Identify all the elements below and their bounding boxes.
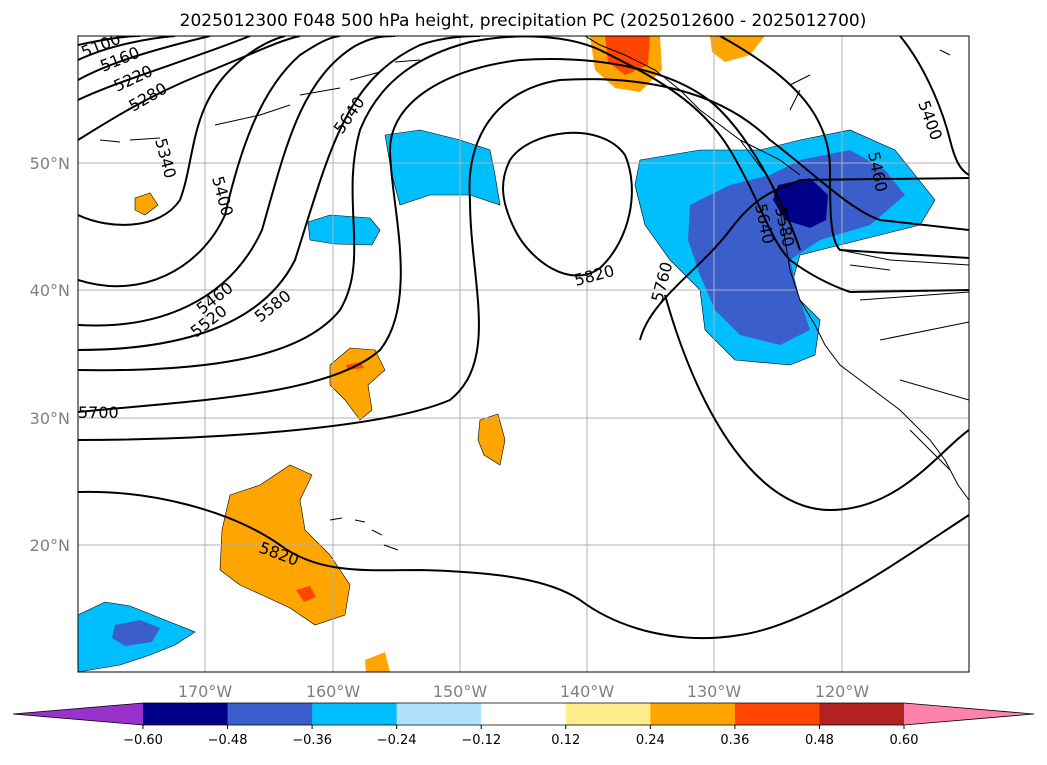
lon-tick-label: 170°W <box>178 682 233 701</box>
colorbar-tick-label: −0.36 <box>292 733 332 748</box>
precip-fills <box>78 36 936 672</box>
gridlines <box>78 36 969 672</box>
lat-tick-label: 30°N <box>30 409 70 428</box>
lat-tick-label: 20°N <box>30 536 70 555</box>
colorbar-tick-label: 0.60 <box>890 733 919 748</box>
colorbar-segment <box>396 703 482 725</box>
map-title: 2025012300 F048 500 hPa height, precipit… <box>180 11 867 31</box>
colorbar-tick-label: 0.12 <box>551 733 580 748</box>
precip-negative-gulf <box>384 129 501 206</box>
precip-negative-sw-core <box>112 620 160 646</box>
lon-tick-label: 120°W <box>815 682 870 701</box>
colorbar-tick-label: −0.60 <box>123 733 163 748</box>
colorbar-segment <box>481 703 567 725</box>
lat-tick-label: 50°N <box>30 154 70 173</box>
colorbar-segment <box>650 703 736 725</box>
colorbar-extend-high <box>904 703 1034 725</box>
precip-positive-bottom <box>365 652 390 672</box>
lon-tick-label: 130°W <box>687 682 742 701</box>
precip-negative-mid <box>688 150 905 345</box>
colorbar-segment <box>819 703 905 725</box>
colorbar-tick-label: −0.48 <box>208 733 248 748</box>
colorbar-segment <box>565 703 651 725</box>
longitude-labels: 170°W 160°W 150°W 140°W 130°W 120°W <box>178 682 870 701</box>
colorbar-tick-label: 0.24 <box>636 733 665 748</box>
precip-negative-small <box>307 214 381 246</box>
precip-positive-mid <box>329 347 386 421</box>
colorbar-tick-label: 0.36 <box>720 733 749 748</box>
latitude-labels: 50°N 40°N 30°N 20°N <box>30 154 70 555</box>
colorbar-tick-label: −0.12 <box>461 733 501 748</box>
colorbar-segment <box>227 703 313 725</box>
colorbar-segment <box>734 703 820 725</box>
colorbar-segment <box>143 703 229 725</box>
lon-tick-label: 160°W <box>306 682 361 701</box>
contour-label: 5700 <box>78 403 119 422</box>
colorbar-segment <box>312 703 398 725</box>
map-area: 5100 5160 5220 5280 5340 5400 5460 5520 … <box>77 35 970 673</box>
coastlines <box>99 36 969 551</box>
colorbar-tick-label: 0.48 <box>805 733 834 748</box>
colorbar: −0.60 −0.48 −0.36 −0.24 −0.12 0.12 0.24 0.36 0.4… <box>12 702 1035 748</box>
precip-positive-small <box>477 413 506 466</box>
lon-tick-label: 140°W <box>560 682 615 701</box>
lon-tick-label: 150°W <box>433 682 488 701</box>
colorbar-tick-label: −0.24 <box>377 733 417 748</box>
map-frame <box>77 35 970 673</box>
colorbar-extend-low <box>13 703 143 725</box>
precip-positive-west <box>134 192 159 216</box>
precip-positive-bc <box>710 36 765 62</box>
precip-positive-south-core <box>296 586 316 602</box>
lat-tick-label: 40°N <box>30 281 70 300</box>
height-contours <box>78 36 969 640</box>
